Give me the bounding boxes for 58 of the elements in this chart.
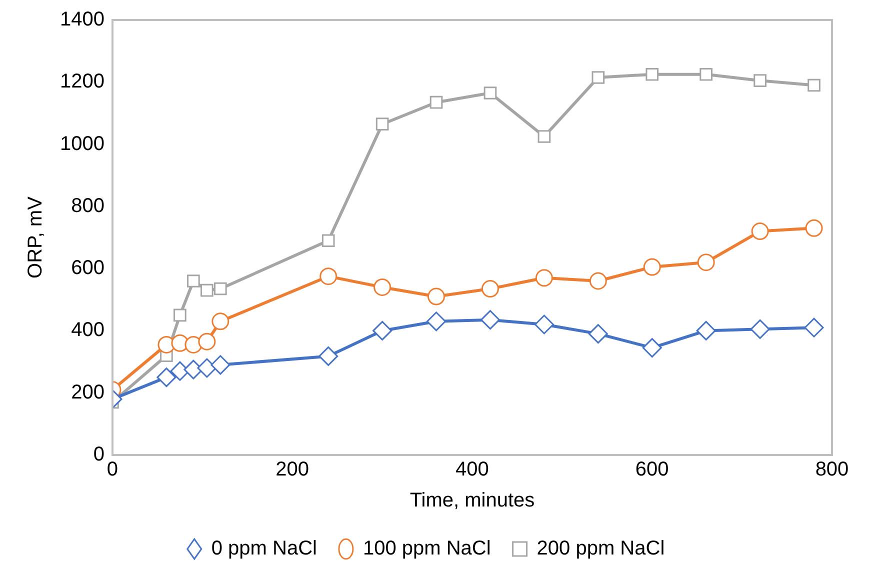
legend-label: 200 ppm NaCl: [536, 538, 665, 560]
point: [430, 96, 443, 109]
point: [535, 269, 553, 287]
point: [318, 346, 338, 366]
point: [592, 71, 605, 84]
x-tick-label: 0: [106, 458, 118, 481]
point: [481, 280, 499, 298]
point: [212, 312, 230, 330]
point: [374, 278, 392, 296]
y-tick-label: 600: [71, 257, 104, 280]
point: [197, 358, 217, 378]
point: [198, 332, 216, 350]
point: [805, 219, 823, 237]
y-tick-label: 400: [71, 319, 104, 342]
point: [428, 288, 446, 306]
point: [808, 78, 820, 92]
point: [754, 74, 766, 87]
point: [480, 310, 500, 330]
point: [484, 86, 497, 100]
y-tick-label: 1200: [60, 70, 104, 93]
x-tick-label: 400: [456, 458, 489, 481]
point: [643, 258, 661, 276]
point: [697, 254, 715, 272]
y-axis-title: ORP, mV: [24, 196, 47, 278]
point: [322, 234, 335, 248]
point: [751, 222, 769, 240]
point: [210, 355, 230, 375]
point: [700, 68, 712, 81]
point: [200, 284, 214, 297]
point: [642, 338, 662, 358]
point: [320, 268, 338, 286]
point: [750, 319, 770, 339]
point: [184, 336, 202, 354]
legend-label: 100 ppm NaCl: [362, 538, 491, 560]
point: [646, 68, 659, 81]
point: [804, 318, 824, 338]
legend-label: 0 ppm NaCl: [211, 538, 317, 560]
point: [376, 118, 389, 130]
point: [187, 274, 200, 288]
x-axis-title: Time, minutes: [410, 490, 535, 512]
y-tick-label: 1000: [60, 132, 104, 155]
point: [534, 314, 554, 334]
y-tick-label: 0: [93, 444, 104, 466]
point: [538, 130, 551, 143]
y-tick-label: 200: [71, 381, 104, 404]
point: [156, 368, 176, 388]
point: [426, 312, 446, 332]
point: [214, 282, 227, 296]
point: [174, 308, 186, 322]
y-tick-label: 800: [71, 194, 104, 217]
x-tick-label: 800: [815, 458, 849, 481]
x-tick-label: 600: [635, 458, 669, 481]
x-tick-label: 200: [276, 458, 310, 481]
y-tick-label: 1400: [60, 8, 104, 31]
point: [588, 324, 608, 344]
point: [696, 320, 716, 340]
point: [372, 320, 392, 340]
point: [589, 272, 607, 290]
